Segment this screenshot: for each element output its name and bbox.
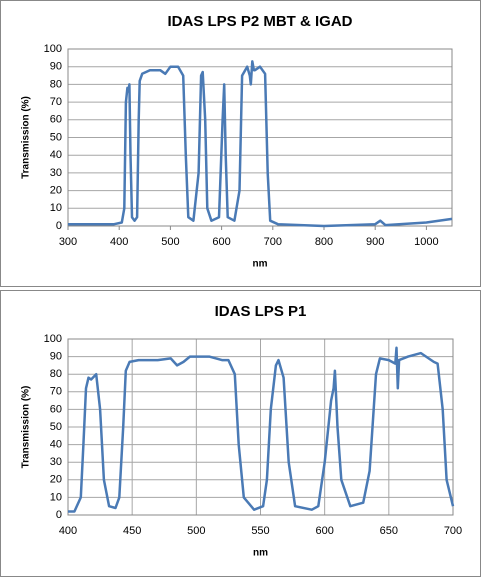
y-tick-label: 40 — [50, 149, 62, 161]
panel — [0, 290, 481, 577]
chart-title: IDAS LPS P2 MBT & IGAD — [167, 13, 352, 30]
line-series — [68, 346, 455, 513]
y-tick-label: 70 — [50, 96, 62, 108]
y-tick-label: 100 — [44, 333, 62, 345]
y-tick-label: 0 — [56, 509, 62, 521]
y-tick-label: 70 — [50, 386, 62, 398]
y-tick-label: 40 — [50, 439, 62, 451]
y-axis-label: Transmission (%) — [21, 386, 32, 469]
x-tick-label: 600 — [315, 525, 333, 537]
x-axis-label: nm — [253, 548, 268, 559]
y-tick-label: 80 — [50, 78, 62, 90]
x-tick-label: 400 — [59, 525, 77, 537]
x-tick-label: 450 — [123, 525, 141, 537]
y-tick-label: 30 — [50, 456, 62, 468]
y-tick-label: 50 — [50, 131, 62, 143]
y-tick-label: 20 — [50, 474, 62, 486]
x-tick-label: 500 — [187, 525, 205, 537]
x-tick-label: 1000 — [414, 236, 438, 248]
x-tick-label: 700 — [264, 236, 282, 248]
x-tick-label: 800 — [315, 236, 333, 248]
y-tick-label: 10 — [50, 202, 62, 214]
y-tick-label: 0 — [56, 220, 62, 232]
y-axis-label: Transmission (%) — [21, 96, 32, 179]
x-tick-label: 400 — [110, 236, 128, 248]
plot-area — [67, 338, 454, 516]
y-tick-label: 30 — [50, 167, 62, 179]
y-tick-label: 100 — [44, 43, 62, 55]
y-tick-label: 50 — [50, 421, 62, 433]
y-tick-label: 90 — [50, 351, 62, 363]
x-tick-label: 650 — [380, 525, 398, 537]
y-tick-label: 80 — [50, 368, 62, 380]
plot-area — [67, 48, 453, 227]
x-tick-label: 300 — [59, 236, 77, 248]
x-tick-label: 600 — [212, 236, 230, 248]
y-tick-label: 60 — [50, 114, 62, 126]
x-tick-label: 500 — [161, 236, 179, 248]
x-tick-label: 900 — [366, 236, 384, 248]
x-tick-label: 550 — [251, 525, 269, 537]
x-tick-label: 700 — [444, 525, 462, 537]
line-series — [68, 60, 453, 228]
y-tick-label: 10 — [50, 491, 62, 503]
y-tick-label: 60 — [50, 403, 62, 415]
chart-title: IDAS LPS P1 — [215, 303, 307, 320]
y-tick-label: 20 — [50, 185, 62, 197]
x-axis-label: nm — [253, 259, 268, 270]
y-tick-label: 90 — [50, 61, 62, 73]
